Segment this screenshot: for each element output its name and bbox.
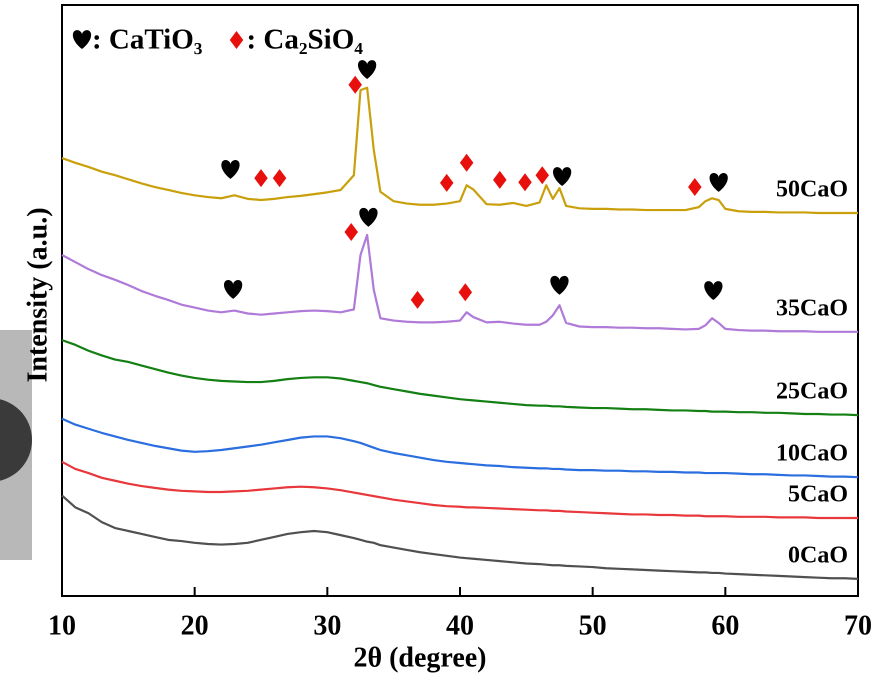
series-label: 0CaO [788, 542, 848, 568]
series-label: 50CaO [776, 177, 848, 203]
series-label: 25CaO [776, 379, 848, 405]
x-axis-label: 2θ (degree) [353, 642, 486, 673]
series-label: 5CaO [788, 481, 848, 507]
x-tick-label: 30 [313, 610, 341, 641]
x-tick-label: 40 [446, 610, 474, 641]
x-tick-label: 20 [181, 610, 209, 641]
x-tick-label: 60 [711, 610, 739, 641]
legend-label: : CaTiO₃ [92, 24, 203, 56]
y-axis-label: Intensity (a.u.) [22, 207, 53, 382]
x-tick-label: 50 [579, 610, 607, 641]
x-tick-label: 10 [48, 610, 76, 641]
legend-label: : Ca₂SiO₄ [246, 24, 363, 56]
series-label: 10CaO [776, 441, 848, 467]
chart: 2θ (degree) Intensity (a.u.) 10 20 30 40 50 6… [0, 0, 885, 678]
series-label: 35CaO [776, 295, 848, 321]
x-tick-label: 70 [844, 610, 872, 641]
